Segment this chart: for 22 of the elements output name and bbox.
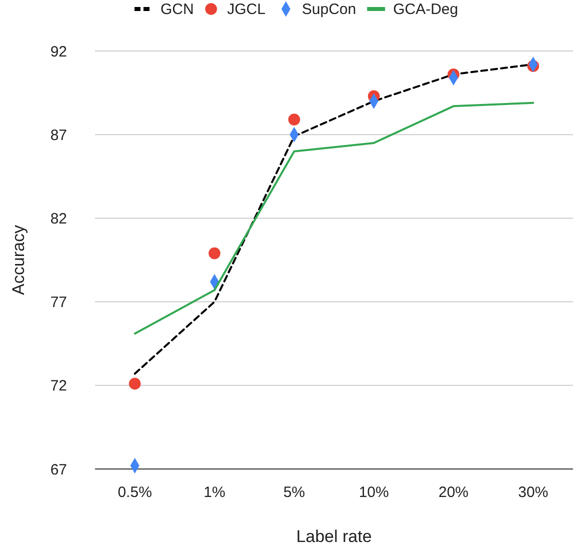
legend-label: SupCon — [302, 1, 356, 18]
x-tick-label: 1% — [204, 484, 226, 501]
y-tick-label: 77 — [50, 294, 67, 312]
x-tick-label: 30% — [518, 484, 548, 501]
legend-label: JGCL — [227, 1, 266, 18]
y-tick-label: 67 — [50, 461, 67, 478]
legend-label: GCA-Deg — [393, 1, 458, 18]
x-tick-label: 0.5% — [118, 484, 152, 501]
line-series — [134, 102, 534, 335]
x-tick-label: 10% — [358, 484, 389, 501]
point — [128, 378, 141, 390]
y-tick-label: 72 — [50, 378, 67, 395]
x-tick-label: 20% — [438, 484, 469, 501]
y-tick-label: 82 — [50, 210, 67, 228]
point — [208, 247, 220, 260]
y-tick-label: 87 — [50, 126, 67, 144]
y-tick-label: 92 — [50, 43, 67, 60]
legend-label: GCN — [160, 1, 194, 18]
point — [288, 114, 300, 126]
x-tick-label: 5% — [283, 484, 306, 501]
y-axis-title: Accuracy — [9, 224, 28, 295]
x-axis-title: Label rate — [296, 527, 372, 546]
